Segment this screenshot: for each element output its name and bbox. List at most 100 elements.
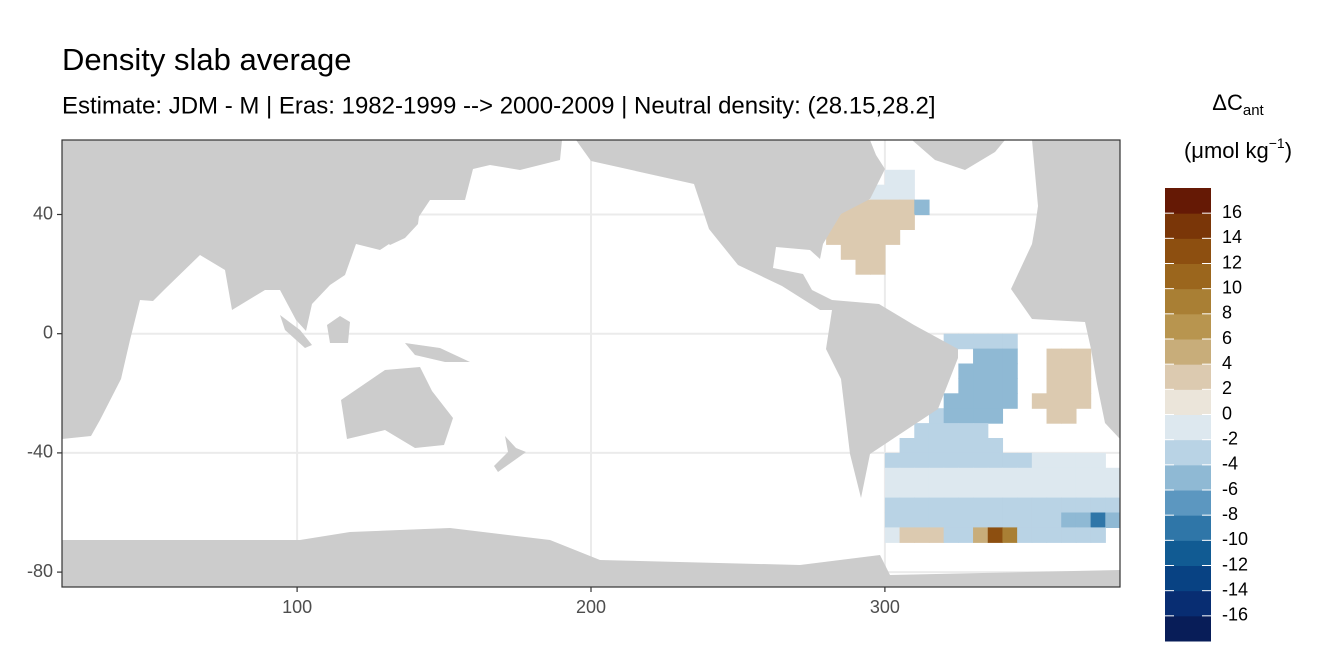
raster-cell bbox=[914, 438, 930, 454]
raster-cell bbox=[987, 497, 1004, 514]
raster-cell bbox=[1061, 408, 1077, 424]
land-greenland bbox=[912, 140, 1005, 170]
raster-cell bbox=[1017, 452, 1033, 469]
raster-cell bbox=[1031, 497, 1048, 514]
raster-cell bbox=[1061, 452, 1077, 469]
raster-cell bbox=[1061, 363, 1077, 379]
raster-cell bbox=[973, 378, 989, 394]
raster-cell bbox=[958, 363, 974, 379]
raster-cell bbox=[914, 527, 930, 543]
raster-cell bbox=[943, 393, 959, 409]
raster-cell bbox=[899, 214, 915, 230]
raster-cell bbox=[1075, 527, 1092, 543]
raster-cell bbox=[1002, 452, 1018, 469]
raster-cell bbox=[1061, 393, 1077, 409]
legend-swatch bbox=[1165, 389, 1211, 415]
land-americas bbox=[576, 140, 958, 498]
raster-cell bbox=[884, 512, 901, 528]
raster-cell bbox=[1002, 348, 1018, 365]
raster-cell bbox=[973, 348, 989, 365]
raster-cell bbox=[958, 467, 974, 484]
raster-cell bbox=[1090, 512, 1106, 528]
raster-cell bbox=[870, 229, 886, 245]
raster-cell bbox=[1017, 467, 1033, 484]
raster-cell bbox=[1061, 467, 1077, 484]
legend-swatch bbox=[1165, 288, 1211, 315]
raster-cell bbox=[973, 363, 989, 379]
legend: 16 14 12 10 8 6 4 2 0 -2 -4 -6 -8 -10 -12 -14 -16 bbox=[1165, 188, 1248, 642]
raster-cell bbox=[1031, 393, 1048, 409]
raster-cell bbox=[987, 482, 1004, 499]
raster-cell bbox=[1046, 497, 1062, 514]
raster-cell bbox=[1002, 363, 1018, 379]
raster bbox=[826, 169, 1120, 543]
raster-cell bbox=[1002, 333, 1018, 350]
raster-cell bbox=[928, 452, 945, 469]
raster-cell bbox=[1090, 482, 1106, 499]
raster-cell bbox=[1075, 452, 1092, 469]
y-tick-label: -40 bbox=[27, 442, 53, 462]
raster-cell bbox=[914, 512, 930, 528]
legend-title-main: ΔC bbox=[1212, 90, 1243, 115]
raster-cell bbox=[987, 378, 1004, 394]
raster-cell bbox=[1046, 527, 1062, 543]
raster-cell bbox=[928, 497, 945, 514]
raster-cell bbox=[1075, 512, 1092, 528]
raster-cell bbox=[884, 184, 901, 201]
raster-cell bbox=[1061, 348, 1077, 365]
raster-cell bbox=[943, 423, 959, 439]
raster-cell bbox=[973, 333, 989, 350]
raster-cell bbox=[1075, 393, 1092, 409]
legend-swatch bbox=[1165, 490, 1211, 516]
raster-cell bbox=[914, 482, 930, 499]
raster-cell bbox=[973, 497, 989, 514]
raster-cell bbox=[973, 482, 989, 499]
raster-cell bbox=[943, 527, 959, 543]
legend-tick-label: 2 bbox=[1222, 378, 1232, 398]
raster-cell bbox=[840, 214, 857, 230]
chart-title: Density slab average bbox=[62, 42, 352, 77]
raster-cell bbox=[855, 259, 871, 275]
raster-cell bbox=[943, 512, 959, 528]
raster-cell bbox=[884, 214, 901, 230]
legend-tick-label: -8 bbox=[1222, 504, 1238, 524]
legend-tick-label: 8 bbox=[1222, 303, 1232, 323]
y-tick-label: 0 bbox=[43, 322, 53, 342]
raster-cell bbox=[884, 527, 901, 543]
raster-cell bbox=[1061, 512, 1077, 528]
raster-cell bbox=[899, 527, 915, 543]
raster-cell bbox=[987, 527, 1004, 543]
legend-tick-label: -16 bbox=[1222, 605, 1248, 625]
raster-cell bbox=[884, 467, 901, 484]
raster-cell bbox=[1002, 482, 1018, 499]
raster-cell bbox=[899, 199, 915, 216]
raster-cell bbox=[958, 378, 974, 394]
raster-cell bbox=[928, 438, 945, 454]
raster-cell bbox=[987, 452, 1004, 469]
legend-unit-close: ) bbox=[1285, 138, 1292, 163]
raster-cell bbox=[958, 423, 974, 439]
raster-cell bbox=[1017, 482, 1033, 499]
legend-tick-label: -14 bbox=[1222, 579, 1248, 599]
raster-cell bbox=[958, 333, 974, 350]
raster-cell bbox=[1002, 512, 1018, 528]
raster-cell bbox=[899, 512, 915, 528]
raster-cell bbox=[958, 512, 974, 528]
legend-swatch bbox=[1165, 540, 1211, 566]
raster-cell bbox=[899, 482, 915, 499]
legend-tick-label: 4 bbox=[1222, 353, 1232, 373]
raster-cell bbox=[870, 214, 886, 230]
land-japan bbox=[385, 208, 420, 245]
land-new-guinea bbox=[405, 343, 470, 362]
legend-swatch bbox=[1165, 213, 1211, 239]
raster-cell bbox=[899, 497, 915, 514]
raster-cell bbox=[884, 497, 901, 514]
raster-cell bbox=[987, 438, 1004, 454]
raster-cell bbox=[1046, 348, 1062, 365]
raster-cell bbox=[1031, 512, 1048, 528]
raster-cell bbox=[1046, 408, 1062, 424]
raster-cell bbox=[884, 482, 901, 499]
raster-cell bbox=[1075, 348, 1092, 365]
legend-tick-label: 0 bbox=[1222, 403, 1232, 423]
